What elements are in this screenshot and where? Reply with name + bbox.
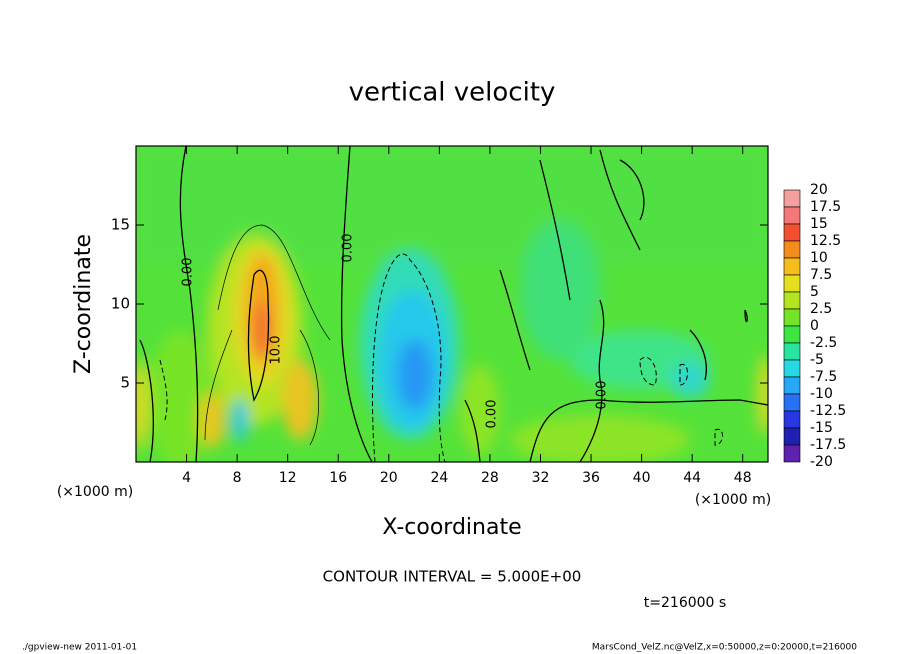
colorbar-label: 20 bbox=[810, 182, 828, 198]
colorbar-label: -10 bbox=[810, 386, 833, 402]
colorbar-box bbox=[783, 444, 801, 463]
chart-title: vertical velocity bbox=[349, 78, 556, 108]
contour-label: 0.00 bbox=[341, 234, 356, 263]
colorbar-box bbox=[783, 376, 801, 395]
x-tick-label: 28 bbox=[481, 470, 499, 486]
colorbar-box bbox=[783, 393, 801, 412]
footer-left: ./gpview-new 2011-01-01 bbox=[22, 643, 137, 653]
colorbar-label: -17.5 bbox=[810, 437, 846, 453]
x-tick-label: 32 bbox=[532, 470, 550, 486]
colorbar-box bbox=[783, 240, 801, 259]
x-axis-label: X-coordinate bbox=[382, 515, 521, 540]
x-tick-label: 16 bbox=[329, 470, 347, 486]
colorbar-label: 15 bbox=[810, 216, 828, 232]
x-tick-label: 12 bbox=[279, 470, 297, 486]
colorbar-box bbox=[783, 427, 801, 446]
x-unit-label: (×1000 m) bbox=[695, 492, 771, 508]
x-tick-label: 44 bbox=[683, 470, 701, 486]
contour-interval: CONTOUR INTERVAL = 5.000E+00 bbox=[323, 568, 582, 586]
colorbar-label: 7.5 bbox=[810, 267, 832, 283]
x-tick-label: 40 bbox=[633, 470, 651, 486]
field bbox=[136, 146, 768, 462]
colorbar-label: 12.5 bbox=[810, 233, 841, 249]
colorbar-box bbox=[783, 257, 801, 276]
contour-label: 10.0 bbox=[269, 336, 284, 365]
colorbar-box bbox=[783, 325, 801, 344]
x-tick-label: 20 bbox=[380, 470, 398, 486]
colorbar-label: 0 bbox=[810, 318, 819, 334]
x-tick-label: 24 bbox=[430, 470, 448, 486]
colorbar-box bbox=[783, 206, 801, 225]
colorbar-box bbox=[783, 308, 801, 327]
colorbar-label: 17.5 bbox=[810, 199, 841, 215]
x-unit-label: (×1000 m) bbox=[57, 484, 133, 500]
colorbar-label: -2.5 bbox=[810, 335, 837, 351]
colorbar-box bbox=[783, 291, 801, 310]
colorbar-box bbox=[783, 342, 801, 361]
x-tick-label: 8 bbox=[233, 470, 242, 486]
colorbar-box bbox=[783, 410, 801, 429]
x-tick-label: 36 bbox=[582, 470, 600, 486]
contour-label: 0.00 bbox=[485, 400, 500, 429]
contour-label: 0.00 bbox=[181, 258, 196, 287]
colorbar-label: -20 bbox=[810, 454, 833, 470]
colorbar-box bbox=[783, 359, 801, 378]
y-axis-label: Z-coordinate bbox=[71, 234, 96, 374]
colorbar-label: -7.5 bbox=[810, 369, 837, 385]
y-tick-label: 15 bbox=[111, 216, 130, 234]
time-label: t=216000 s bbox=[644, 595, 726, 611]
colorbar-box bbox=[783, 223, 801, 242]
colorbar-label: 5 bbox=[810, 284, 819, 300]
contour-label: 0.00 bbox=[595, 381, 610, 410]
colorbar-label: -5 bbox=[810, 352, 824, 368]
colorbar-box bbox=[783, 189, 801, 208]
colorbar-box bbox=[783, 274, 801, 293]
y-tick-label: 5 bbox=[120, 374, 130, 392]
x-tick-label: 4 bbox=[182, 470, 191, 486]
x-tick-label: 48 bbox=[734, 470, 752, 486]
colorbar-label: -12.5 bbox=[810, 403, 846, 419]
footer-right: MarsCond_VelZ.nc@VelZ,x=0:50000,z=0:2000… bbox=[592, 643, 857, 653]
colorbar-label: 2.5 bbox=[810, 301, 832, 317]
colorbar-label: -15 bbox=[810, 420, 833, 436]
colorbar-label: 10 bbox=[810, 250, 828, 266]
y-tick-label: 10 bbox=[111, 295, 130, 313]
